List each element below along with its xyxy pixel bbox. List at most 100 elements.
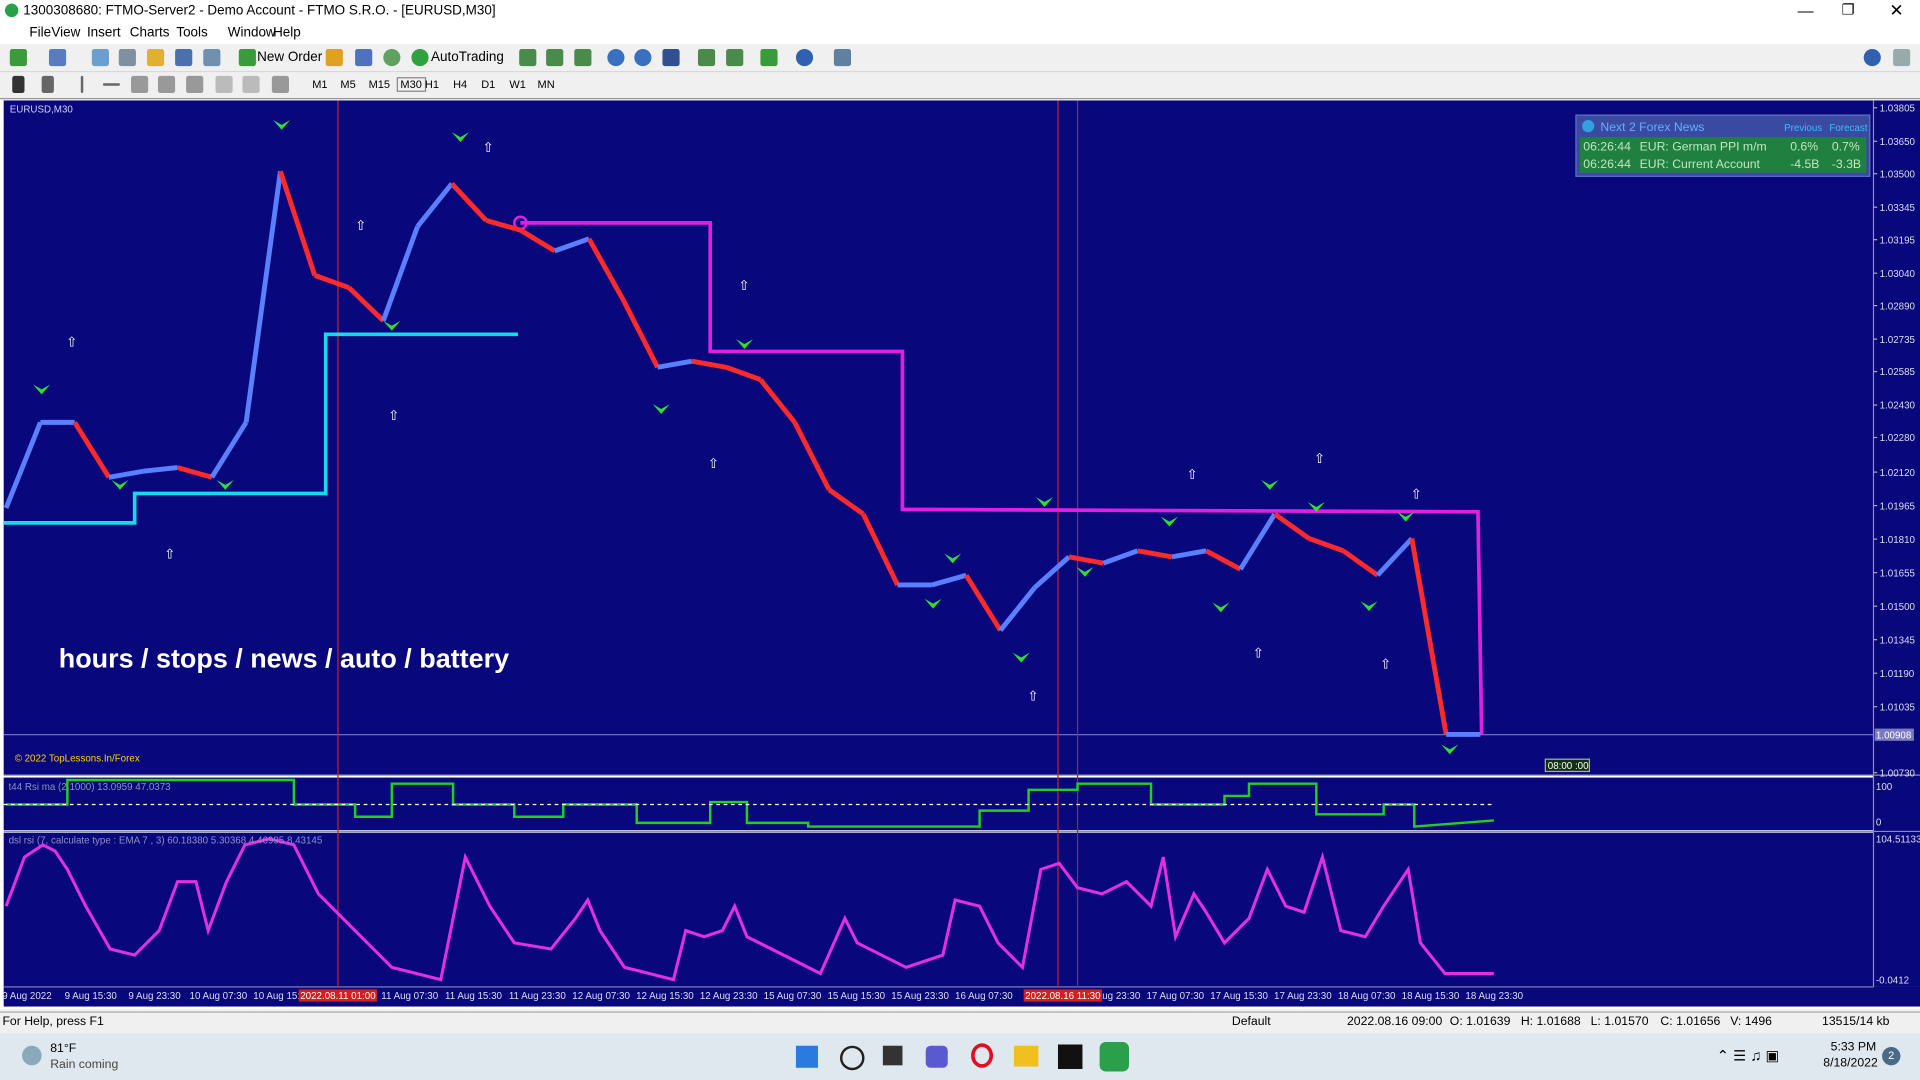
icon[interactable]	[760, 48, 778, 67]
notification-badge[interactable]: 2	[1882, 1046, 1901, 1066]
task-view[interactable]	[882, 1045, 903, 1066]
channel[interactable]	[157, 75, 176, 94]
news-cell: -3.3B	[1832, 157, 1861, 171]
icon[interactable]	[203, 48, 221, 67]
icon[interactable]	[9, 48, 27, 67]
cursor[interactable]	[12, 75, 25, 94]
horizontal-line[interactable]	[102, 83, 121, 86]
icon[interactable]	[118, 48, 136, 67]
icon[interactable]	[833, 48, 852, 67]
time-marker: 2022.08.16 11:30	[1025, 991, 1101, 1002]
time-label: 12 Aug 23:30	[700, 991, 758, 1002]
app-icon[interactable]	[1099, 1042, 1129, 1072]
price-segment	[758, 378, 797, 424]
label[interactable]	[242, 75, 260, 94]
icon[interactable]	[795, 48, 814, 67]
start-button[interactable]	[795, 1045, 818, 1068]
maximize[interactable]: ❐	[1841, 1, 1855, 19]
price-label: 1.01500	[1880, 602, 1916, 613]
vertical-line[interactable]	[80, 75, 84, 94]
icon[interactable]	[48, 48, 67, 67]
price-segment	[691, 358, 727, 370]
icon[interactable]	[519, 48, 537, 67]
panel-min: 0	[1876, 817, 1882, 828]
timeframe-button[interactable]: H1	[424, 78, 440, 91]
fibo[interactable]	[186, 75, 204, 94]
chat[interactable]	[1893, 48, 1911, 67]
timeframe-button[interactable]: D1	[481, 78, 496, 91]
status-field: H: 1.01688	[1520, 1015, 1581, 1029]
icon[interactable]	[726, 48, 744, 67]
time-label: 11 Aug 07:30	[381, 991, 438, 1002]
time-label: 11 Aug 23:30	[509, 991, 566, 1002]
timeframe-button[interactable]: W1	[509, 78, 526, 91]
icon[interactable]	[607, 48, 625, 67]
time-label: 9 Aug 2022	[2, 991, 52, 1002]
app-icon[interactable]	[971, 1043, 994, 1068]
icon[interactable]	[383, 48, 401, 67]
search[interactable]	[1863, 48, 1881, 67]
menu-item[interactable]: Help	[273, 25, 301, 41]
icon[interactable]	[91, 48, 109, 67]
signal-hint: ⇧	[1411, 486, 1422, 501]
menu-item[interactable]: Insert	[86, 25, 121, 41]
tray[interactable]: ⌃ ☰ ♫ ▣	[1716, 1046, 1780, 1065]
copyright: © 2022 TopLessons.In/Forex	[15, 754, 140, 765]
price-segment	[243, 170, 283, 423]
status-field: Default	[1231, 1015, 1271, 1029]
signal-arrow	[1360, 601, 1378, 612]
app-icon[interactable]	[1013, 1045, 1039, 1067]
status-field: C: 1.01656	[1660, 1015, 1721, 1029]
price-label: 1.02280	[1880, 433, 1916, 444]
new-order[interactable]: New Order	[257, 50, 323, 65]
icon[interactable]	[411, 48, 429, 67]
icon[interactable]	[634, 48, 652, 67]
trendline[interactable]	[131, 75, 149, 94]
signal-hint: ⇧	[1380, 657, 1391, 672]
time-label: 9 Aug 15:30	[65, 991, 118, 1002]
icon[interactable]	[546, 48, 564, 67]
status-field: For Help, press F1	[2, 1015, 104, 1029]
crosshair[interactable]	[41, 75, 54, 94]
timeframe-button[interactable]: M1	[312, 78, 328, 91]
price-segment	[1409, 538, 1449, 735]
icon[interactable]	[662, 48, 680, 67]
icon[interactable]	[146, 48, 165, 67]
status-field: L: 1.01570	[1590, 1015, 1649, 1029]
news-cell: -4.5B	[1790, 157, 1819, 171]
price-segment	[1068, 554, 1104, 566]
text[interactable]	[215, 75, 233, 94]
icon[interactable]	[697, 48, 716, 67]
timeframe-button[interactable]: M5	[340, 78, 356, 91]
icon[interactable]	[355, 48, 373, 67]
icon[interactable]	[574, 48, 592, 67]
menu-item[interactable]: File	[29, 25, 52, 41]
auto-trading[interactable]: AutoTrading	[431, 50, 504, 65]
news-rows: 06:26:44 EUR: German PPI m/m 0.6% 0.7% 06:26…	[1583, 140, 1861, 171]
panel-label: dsl rsi (7, calculate type : EMA 7 , 3) …	[9, 836, 323, 847]
price-segment	[586, 237, 626, 302]
menu-item[interactable]: Window	[227, 25, 276, 41]
minimize[interactable]: —	[1797, 1, 1814, 20]
close[interactable]: ✕	[1889, 0, 1904, 20]
overlay-text: hours / stops / news / auto / battery	[59, 643, 509, 673]
menu-item[interactable]: View	[51, 25, 81, 41]
price-segment	[998, 586, 1037, 632]
timeframe-button[interactable]: M15	[368, 78, 391, 91]
timeframe-button[interactable]: MN	[537, 78, 555, 91]
icon[interactable]	[325, 48, 343, 67]
price-segment	[450, 181, 488, 223]
menu-item[interactable]: Tools	[176, 25, 208, 41]
price-segment	[553, 236, 590, 254]
menu-item[interactable]: Charts	[129, 25, 170, 41]
timeframe-button[interactable]: H4	[453, 78, 468, 91]
app-icon[interactable]	[925, 1045, 948, 1068]
signal-hint: ⇧	[1187, 467, 1198, 482]
app-icon[interactable]	[1057, 1044, 1083, 1069]
arrows[interactable]	[271, 75, 289, 94]
icon[interactable]	[238, 48, 256, 67]
panel-max: 100	[1876, 782, 1893, 793]
search-button[interactable]	[840, 1045, 865, 1071]
timeframe-button[interactable]: M30	[396, 77, 426, 92]
icon[interactable]	[175, 48, 193, 67]
